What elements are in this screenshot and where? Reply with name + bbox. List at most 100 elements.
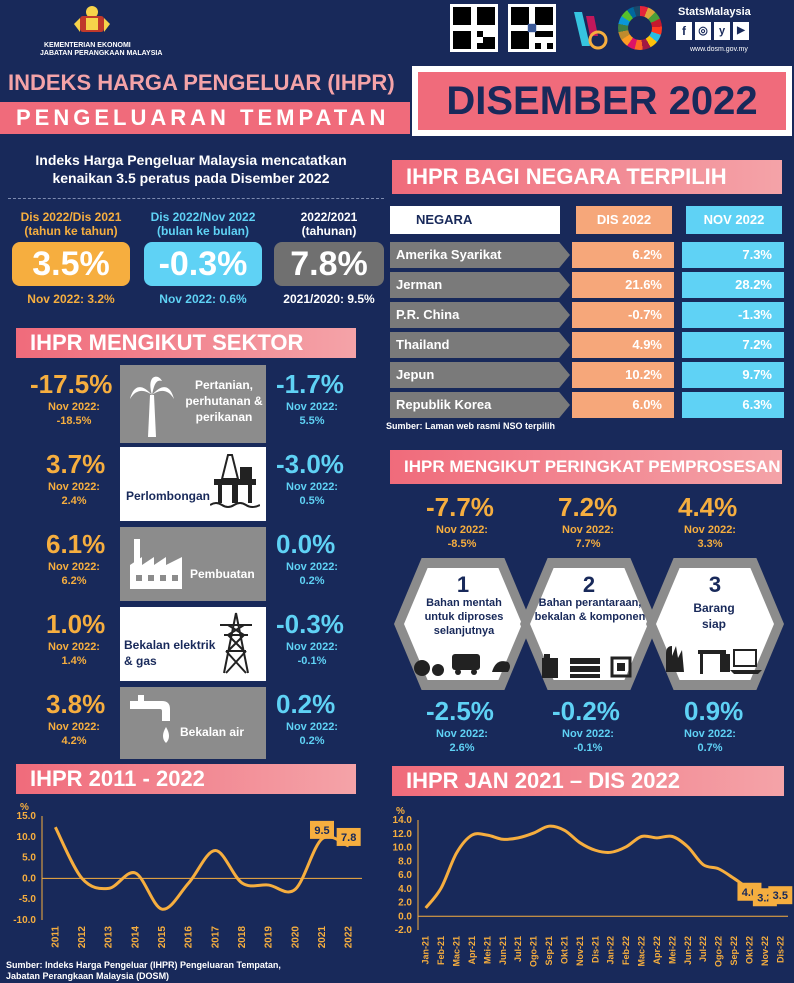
x-tick-label: Apr-21 — [467, 936, 477, 965]
title-left-block: INDEKS HARGA PENGELUAR (IHPR) PENGELUARA… — [0, 62, 410, 140]
sector-name: Bekalan air — [180, 725, 245, 739]
x-tick-label: Ogo-21 — [529, 936, 539, 967]
sector-yoy-prev-label: Nov 2022: — [48, 561, 100, 573]
sector-yoy-prev: 6.2% — [61, 575, 87, 587]
country-nov: 7.3% — [682, 242, 784, 268]
x-tick-label: Mei-22 — [667, 936, 677, 964]
summary-divider — [8, 198, 384, 199]
sector-yoy: -17.5% — [30, 369, 113, 399]
card-value: 3.5% — [12, 242, 130, 286]
x-tick-label: 2022 — [344, 926, 355, 949]
stage-yoy-prev-label: Nov 2022: — [684, 524, 736, 536]
components-icon — [540, 652, 636, 685]
sector-mom-prev-label: Nov 2022: — [286, 401, 338, 413]
summary-card-yoy: Dis 2022/Dis 2021 (tahun ke tahun) 3.5% … — [12, 210, 130, 306]
stage-mom-prev-label: Nov 2022: — [562, 728, 614, 740]
y-tick-label: 15.0 — [17, 811, 37, 822]
sector-mom-prev: 0.5% — [299, 495, 325, 507]
monthly-chart-title: IHPR JAN 2021 – DIS 2022 — [392, 766, 784, 796]
title-banner: INDEKS HARGA PENGELUAR (IHPR) PENGELUARA… — [0, 62, 794, 140]
sector-yoy-prev-label: Nov 2022: — [48, 641, 100, 653]
x-tick-label: Dis-21 — [590, 936, 600, 963]
sector-mom-prev: 0.2% — [299, 735, 325, 747]
data-label: 3.5 — [768, 886, 793, 905]
x-tick-label: Sep-21 — [544, 936, 554, 966]
annual-chart: %15.0 10.0 5.0 0.0 -5.0 -10.0 2011 2012 2013 2014… — [13, 802, 362, 949]
country-dec: -0.7% — [572, 302, 674, 328]
sector-tile: Pembuatan — [120, 527, 266, 601]
country-nov: 7.2% — [682, 332, 784, 358]
countries-rows: Amerika Syarikat 6.2% 7.3% Jerman 21.6% … — [390, 240, 790, 426]
stage-number: 2 — [582, 572, 596, 597]
x-tick-label: Mac-22 — [637, 936, 647, 967]
youtube-icon[interactable]: ▶ — [733, 22, 749, 40]
sector-row: -17.5% Nov 2022: -18.5% Pertanian, perhu… — [0, 365, 384, 443]
x-tick-label: 2015 — [157, 926, 168, 949]
facebook-icon[interactable]: f — [676, 22, 692, 40]
countries-title: IHPR BAGI NEGARA TERPILIH — [392, 160, 782, 194]
x-tick-label: Apr-22 — [652, 936, 662, 965]
qr-code-icon[interactable] — [450, 4, 498, 52]
qr-code-facebook-icon[interactable] — [508, 4, 556, 52]
stage-number: 3 — [708, 572, 722, 597]
x-tick-label: Jul-22 — [698, 936, 708, 962]
sector-tile: Perlombongan — [120, 447, 266, 521]
y-tick-label: 4.0 — [398, 884, 412, 895]
stage-yoy-prev-label: Nov 2022: — [436, 524, 488, 536]
series-line — [53, 826, 350, 911]
x-tick-label: Jan-22 — [606, 936, 616, 965]
raw-materials-icon — [412, 648, 516, 683]
data-label: 9.5 — [310, 820, 334, 839]
stage-yoy-prev-label: Nov 2022: — [562, 524, 614, 536]
country-nov: 9.7% — [682, 362, 784, 388]
monthly-chart: %14.0 12.0 10.0 8.0 6.0 4.0 2.0 0.0 -2.0 Jan-21 Fe… — [393, 806, 793, 967]
oil-rig-icon — [209, 453, 261, 514]
countries-source: Sumber: Laman web rasmi NSO terpilih — [386, 421, 556, 431]
title-line-1: INDEKS HARGA PENGELUAR (IHPR) — [8, 70, 395, 95]
annual-chart-title: IHPR 2011 - 2022 — [16, 764, 356, 794]
table-row: P.R. China -0.7% -1.3% — [390, 302, 790, 330]
country-dec: 4.9% — [572, 332, 674, 358]
data-label: 7.8 — [336, 827, 361, 846]
sector-mom-prev-label: Nov 2022: — [286, 641, 338, 653]
sector-yoy-prev: 2.4% — [61, 495, 87, 507]
y-tick-label: 2.0 — [398, 898, 412, 909]
country-dec: 21.6% — [572, 272, 674, 298]
y-tick-label: 0.0 — [398, 911, 412, 922]
instagram-icon[interactable]: ◎ — [695, 22, 711, 40]
twitter-icon[interactable]: y — [714, 22, 730, 40]
card-note: Nov 2022: 3.2% — [27, 292, 115, 306]
ministry-line-1: KEMENTERIAN EKONOMI — [44, 42, 131, 49]
sector-yoy: 3.7% — [46, 449, 106, 479]
col-header-country: NEGARA — [390, 206, 560, 234]
sector-yoy-prev-label: Nov 2022: — [48, 721, 100, 733]
stage-yoy-prev: 3.3% — [697, 538, 723, 550]
table-row: Jerman 21.6% 28.2% — [390, 272, 790, 300]
stage-yoy: -7.7% — [426, 492, 494, 522]
x-tick-label: Jul-21 — [513, 936, 523, 962]
y-tick-label: 0.0 — [22, 873, 36, 884]
website-link[interactable]: www.dosm.gov.my — [690, 46, 748, 53]
sector-row: 6.1% Nov 2022: 6.2% Pembuatan 0.0% Nov 2… — [0, 525, 384, 603]
sector-mom: -3.0% — [276, 449, 344, 479]
footer-source-2: Jabatan Perangkaan Malaysia (DOSM) — [6, 971, 170, 981]
table-row: Jepun 10.2% 9.7% — [390, 362, 790, 390]
y-tick-label: -5.0 — [19, 894, 37, 905]
x-tick-label: Dis-22 — [775, 936, 785, 963]
sector-mom-prev: 0.2% — [299, 575, 325, 587]
sector-yoy-prev-label: Nov 2022: — [48, 401, 100, 413]
stage-yoy-prev: 7.7% — [575, 538, 601, 550]
stage-mom: -0.2% — [552, 696, 620, 726]
sector-mom-prev: -0.1% — [297, 655, 327, 667]
sector-tile: Bekalan elektrik & gas — [120, 607, 266, 681]
stage-mom: 0.9% — [684, 696, 744, 726]
y-tick-label: 10.0 — [17, 832, 37, 843]
card-label-2: (tahunan) — [301, 224, 357, 238]
title-line-2: PENGELUARAN TEMPATAN — [0, 102, 410, 134]
sector-row: 3.8% Nov 2022: 4.2% Bekalan air 0.2% Nov… — [0, 685, 384, 763]
country-nov: -1.3% — [682, 302, 784, 328]
table-row: Thailand 4.9% 7.2% — [390, 332, 790, 360]
sector-row: 1.0% Nov 2022: 1.4% Bekalan elektrik & g… — [0, 605, 384, 683]
x-tick-label: 2017 — [210, 926, 221, 949]
sector-mom-prev: 5.5% — [299, 415, 325, 427]
